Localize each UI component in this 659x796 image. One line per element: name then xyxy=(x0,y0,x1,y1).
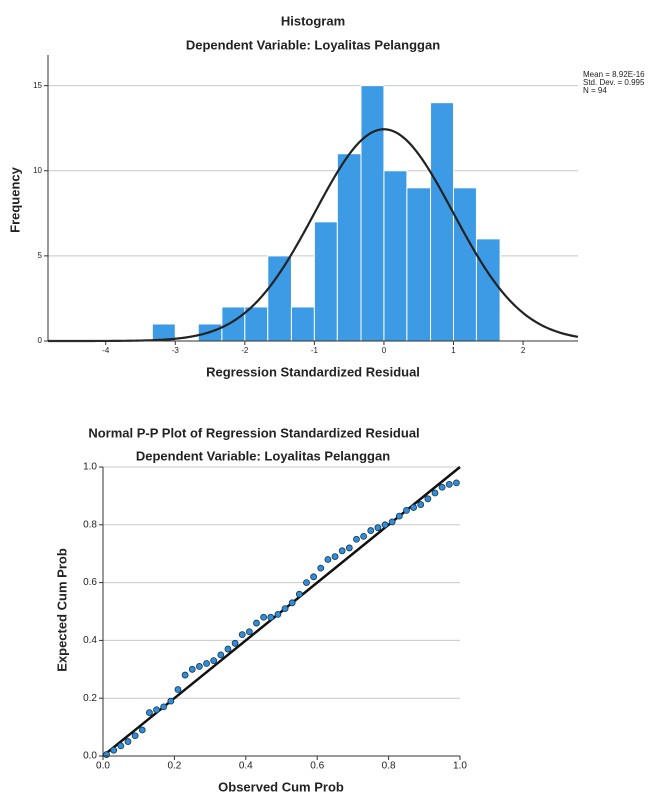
y-tick-label: 0 xyxy=(38,336,43,345)
point xyxy=(253,619,260,627)
x-tick-label: 0.8 xyxy=(382,761,396,772)
bar xyxy=(475,238,501,342)
x-tick-label: 1.0 xyxy=(453,761,467,772)
stat-label: N = 94 xyxy=(583,86,607,95)
chart-title: Histogram xyxy=(281,13,345,28)
bar xyxy=(452,187,477,342)
point xyxy=(260,613,268,621)
point xyxy=(203,660,210,667)
x-tick-label: -2 xyxy=(241,346,249,355)
y-axis-title: Frequency xyxy=(7,166,22,233)
point xyxy=(345,544,353,552)
bar xyxy=(267,255,292,342)
point xyxy=(431,489,439,497)
point xyxy=(103,751,110,758)
bar xyxy=(406,187,432,342)
point xyxy=(267,613,275,621)
point xyxy=(395,512,403,520)
point xyxy=(224,645,232,653)
bar xyxy=(430,102,454,342)
point xyxy=(245,628,253,636)
x-axis-title: Regression Standardized Residual xyxy=(206,364,420,379)
point xyxy=(188,665,196,673)
point xyxy=(288,599,296,607)
x-tick-label: 0.6 xyxy=(310,761,324,772)
point xyxy=(124,738,132,745)
point xyxy=(231,639,239,647)
point xyxy=(424,495,432,503)
point xyxy=(438,483,446,491)
point xyxy=(381,521,389,529)
bar xyxy=(336,153,362,342)
point xyxy=(331,553,339,560)
point xyxy=(181,671,189,679)
point xyxy=(324,556,332,563)
y-tick-label: 0.8 xyxy=(83,519,97,530)
point xyxy=(138,726,146,734)
point xyxy=(117,742,125,750)
y-tick-label: 0.4 xyxy=(83,635,97,646)
x-axis-title: Observed Cum Prob xyxy=(218,779,344,794)
point xyxy=(317,564,325,572)
x-tick-label: 1 xyxy=(451,346,456,355)
point xyxy=(210,657,218,665)
bar xyxy=(221,306,246,342)
point xyxy=(274,610,282,618)
bar xyxy=(360,85,385,342)
point xyxy=(110,746,118,754)
point xyxy=(167,697,175,705)
x-tick-label: 2 xyxy=(521,346,526,355)
point xyxy=(374,524,382,532)
y-tick-label: 5 xyxy=(38,251,43,260)
y-axis-title: Expected Cum Prob xyxy=(54,548,69,672)
y-tick-label: 0.2 xyxy=(83,693,97,704)
y-tick-label: 0.6 xyxy=(83,577,97,588)
point xyxy=(195,663,203,670)
point xyxy=(360,532,368,540)
y-tick-label: 15 xyxy=(33,81,42,90)
point xyxy=(310,573,318,581)
x-tick-label: 0.4 xyxy=(239,761,253,772)
point xyxy=(153,706,160,714)
point xyxy=(338,547,346,555)
point xyxy=(388,518,396,526)
x-tick-label: 0 xyxy=(382,346,387,355)
bar xyxy=(313,221,338,342)
point xyxy=(417,501,425,508)
chart-title: Normal P-P Plot of Regression Standardiz… xyxy=(88,425,419,440)
point xyxy=(295,590,303,598)
point xyxy=(367,527,375,534)
point xyxy=(453,479,460,487)
point xyxy=(303,579,310,586)
x-tick-label: 0.2 xyxy=(167,761,181,772)
point xyxy=(238,631,246,639)
stat-label: Std. Dev. = 0.995 xyxy=(583,78,645,87)
point xyxy=(445,480,453,488)
x-tick-label: 0.0 xyxy=(96,761,110,772)
stat-label: Mean = 8.92E-16 xyxy=(583,70,645,79)
bar xyxy=(244,306,269,342)
point xyxy=(217,651,225,659)
point xyxy=(410,504,417,511)
chart-subtitle: Dependent Variable: Loyalitas Pelanggan xyxy=(136,448,390,463)
y-tick-label: 1.0 xyxy=(83,462,97,473)
point xyxy=(146,709,153,717)
x-tick-label: -1 xyxy=(311,346,319,355)
y-tick-label: 0.0 xyxy=(83,751,97,762)
bar xyxy=(383,170,408,342)
x-tick-label: -3 xyxy=(172,346,180,355)
point xyxy=(353,535,360,543)
point xyxy=(160,703,168,711)
point xyxy=(131,732,139,740)
bar xyxy=(290,306,315,342)
y-tick-label: 10 xyxy=(33,166,42,175)
point xyxy=(403,506,410,514)
x-tick-label: -4 xyxy=(102,346,110,355)
point xyxy=(174,686,182,693)
chart-subtitle: Dependent Variable: Loyalitas Pelanggan xyxy=(186,37,440,52)
point xyxy=(281,605,289,613)
